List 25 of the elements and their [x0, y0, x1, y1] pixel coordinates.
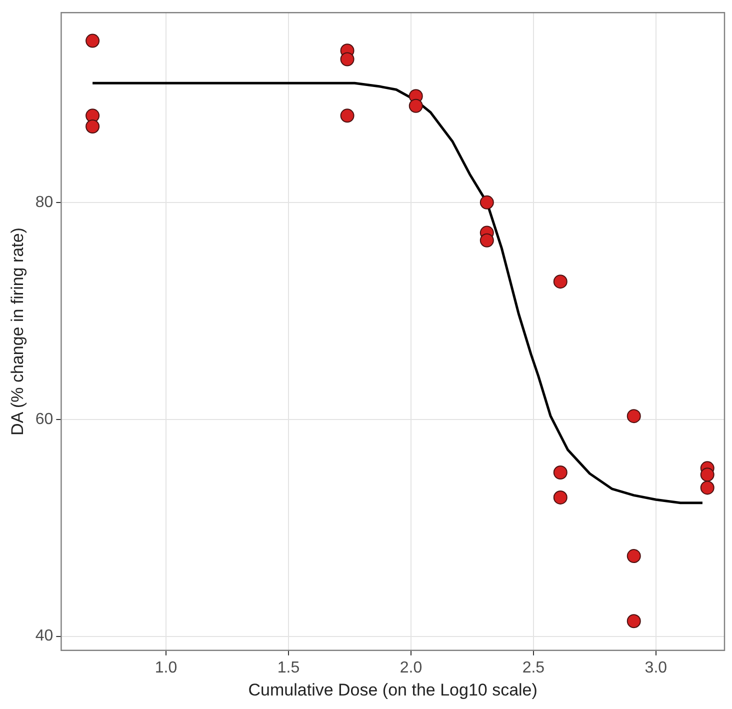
point — [700, 468, 714, 482]
point — [340, 108, 354, 123]
point — [86, 34, 100, 48]
x-tick-label: 3.0 — [644, 659, 668, 676]
point — [340, 52, 354, 66]
y-tick-label: 40 — [35, 628, 54, 645]
point — [480, 233, 494, 248]
x-tick-label: 1.5 — [277, 659, 300, 676]
point — [626, 549, 641, 564]
point — [408, 98, 423, 113]
point — [553, 490, 568, 504]
y-tick-label: 80 — [35, 194, 54, 211]
x-tick-label: 2.0 — [400, 659, 422, 676]
x-tick-label: 1.0 — [154, 659, 178, 676]
y-axis-title: DA (% change in firing rate) — [8, 228, 27, 436]
point — [626, 409, 641, 424]
point — [480, 195, 494, 210]
x-axis-title: Cumulative Dose (on the Log10 scale) — [248, 680, 538, 700]
point — [86, 119, 100, 134]
x-tick-label: 2.5 — [522, 659, 545, 676]
y-tick-label: 60 — [35, 410, 54, 428]
point — [553, 466, 568, 480]
point — [553, 274, 568, 289]
point — [700, 480, 714, 495]
point — [626, 614, 641, 628]
